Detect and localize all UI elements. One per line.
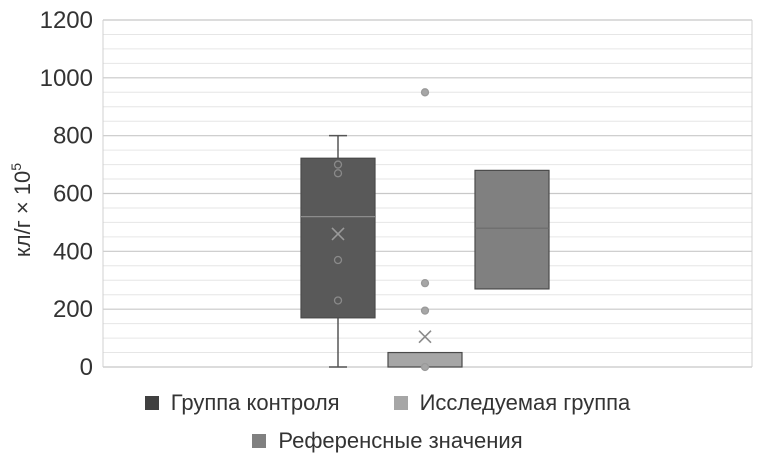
box-group [300, 134, 376, 368]
boxes [300, 88, 550, 372]
legend-row-2: Референсные значения [0, 428, 775, 454]
y-tick-label: 1200 [40, 7, 93, 34]
legend-swatch-control [144, 396, 159, 410]
data-point [333, 160, 343, 169]
legend-item-study: Исследуемая группа [393, 390, 631, 416]
legend-label-control: Группа контроля [170, 390, 340, 415]
y-tick-label: 800 [53, 123, 93, 150]
legend-label-reference: Референсные значения [278, 428, 523, 453]
mean-marker [331, 227, 345, 241]
y-axis-label: кл/г × 105 [8, 163, 35, 257]
y-tick-label: 200 [53, 296, 93, 323]
box [300, 157, 376, 319]
data-point [420, 88, 430, 97]
data-point [420, 278, 430, 288]
legend-item-control: Группа контроля [144, 390, 340, 416]
box [474, 169, 550, 290]
data-point [420, 362, 430, 372]
legend-row-1: Группа контроля Исследуемая группа [0, 390, 775, 416]
box-group [387, 88, 463, 372]
y-tick-label: 0 [80, 354, 93, 381]
legend-swatch-study [393, 396, 408, 410]
y-tick-label: 1000 [40, 65, 93, 92]
y-axis-ticks: 0 200 400 600 800 1000 1200 [40, 7, 93, 381]
mean-marker [418, 330, 432, 344]
legend-item-reference: Референсные значения [252, 428, 523, 454]
legend-label-study: Исследуемая группа [419, 390, 631, 415]
grid [102, 19, 753, 368]
y-tick-label: 400 [53, 238, 93, 265]
y-tick-label: 600 [53, 181, 93, 208]
data-point [420, 306, 430, 315]
data-point [333, 296, 343, 305]
y-axis-label-superscript: 5 [8, 163, 24, 171]
data-point [333, 169, 343, 178]
legend-swatch-reference [252, 434, 267, 448]
data-point [333, 255, 343, 265]
box-group [474, 169, 550, 290]
